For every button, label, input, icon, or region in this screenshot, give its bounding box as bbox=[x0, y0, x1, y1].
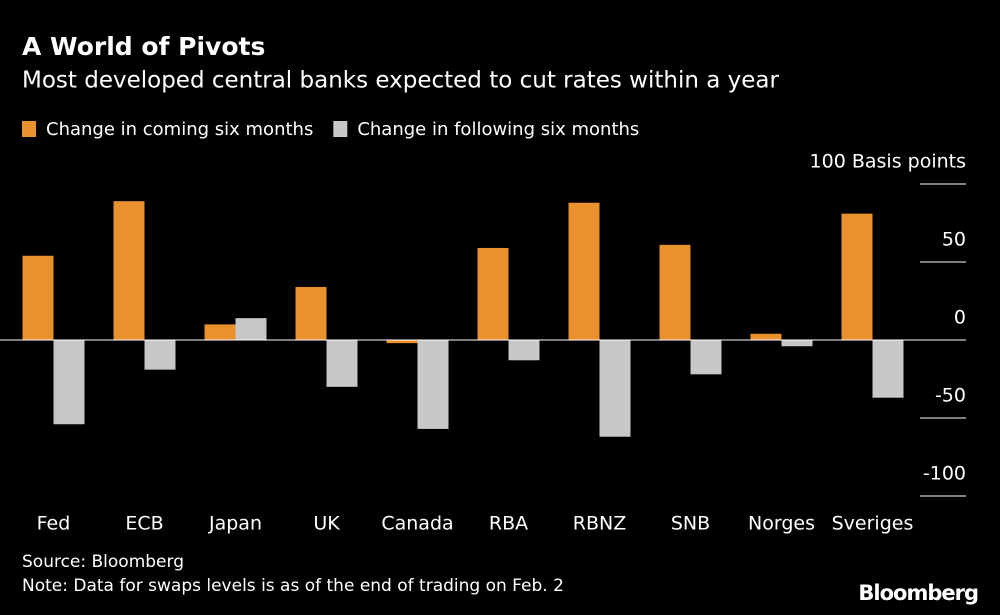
x-tick-label: Sveriges bbox=[832, 513, 914, 535]
x-tick-label: RBA bbox=[489, 513, 528, 535]
y-tick-label: 0 bbox=[954, 307, 966, 329]
x-tick-label: Canada bbox=[381, 513, 453, 535]
x-tick-label: ECB bbox=[125, 513, 163, 535]
bar bbox=[326, 340, 358, 387]
x-tick-label: SNB bbox=[671, 513, 710, 535]
bar bbox=[113, 201, 145, 340]
x-tick-label: Japan bbox=[208, 513, 262, 535]
bar bbox=[508, 340, 540, 361]
bar bbox=[872, 340, 904, 398]
bar bbox=[204, 324, 236, 340]
y-tick-label: -100 bbox=[923, 463, 966, 485]
legend-label: Change in following six months bbox=[357, 119, 639, 140]
chart-subtitle: Most developed central banks expected to… bbox=[22, 68, 780, 94]
bar bbox=[144, 340, 176, 370]
bar bbox=[295, 286, 327, 340]
bar bbox=[781, 340, 813, 347]
x-tick-label: UK bbox=[313, 513, 340, 535]
legend-label: Change in coming six months bbox=[46, 119, 313, 140]
legend-swatch bbox=[333, 121, 348, 137]
note: Note: Data for swaps levels is as of the… bbox=[22, 576, 564, 596]
bar bbox=[568, 202, 600, 340]
bar bbox=[386, 340, 418, 344]
bar bbox=[22, 255, 54, 340]
y-tick-label: -50 bbox=[935, 385, 966, 407]
brand-logo: Bloomberg bbox=[858, 581, 978, 605]
bar bbox=[659, 244, 691, 340]
x-tick-label: Fed bbox=[37, 513, 71, 535]
x-tick-label: RBNZ bbox=[573, 513, 626, 535]
bar bbox=[235, 318, 267, 340]
chart-title: A World of Pivots bbox=[22, 32, 265, 61]
bar bbox=[53, 340, 85, 425]
y-tick-label: 50 bbox=[942, 229, 966, 251]
bar bbox=[417, 340, 449, 429]
bar bbox=[750, 333, 782, 340]
bar bbox=[841, 213, 873, 340]
source: Source: Bloomberg bbox=[22, 552, 184, 572]
bar bbox=[690, 340, 722, 375]
legend-swatch bbox=[22, 121, 36, 137]
x-tick-label: Norges bbox=[748, 513, 815, 535]
bar bbox=[599, 340, 631, 437]
bar bbox=[477, 247, 509, 340]
y-tick-label: 100 Basis points bbox=[810, 151, 966, 173]
